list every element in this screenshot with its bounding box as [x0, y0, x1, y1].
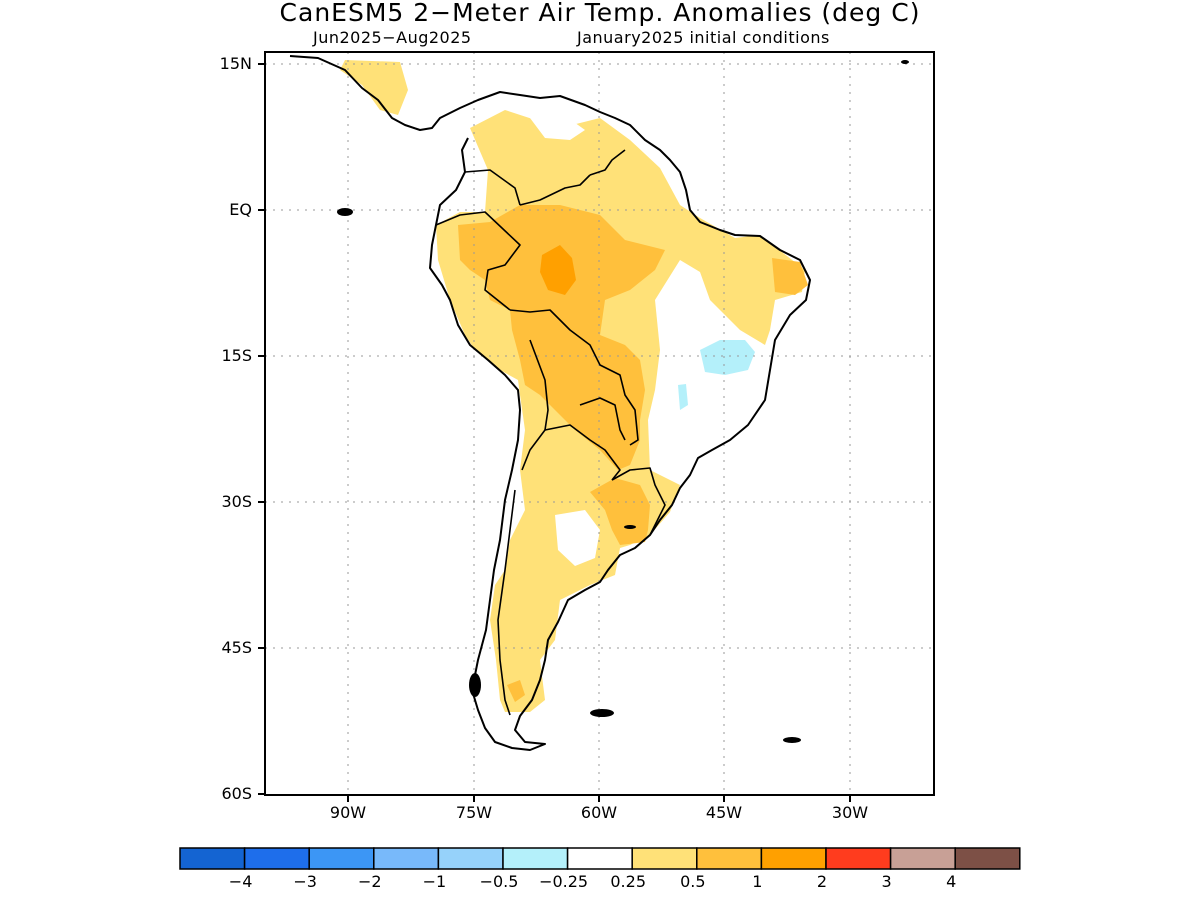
lon-label-30w: 30W [831, 803, 869, 822]
lat-label-15n: 15N [219, 54, 252, 73]
colorbar-label: 1 [752, 872, 763, 891]
colorbar [179, 847, 1021, 870]
shade-cool-brazil-2 [678, 384, 688, 410]
forecast-period: Jun2025−Aug2025 [313, 28, 472, 47]
shade-0.5-1-ne-brazil [772, 258, 808, 295]
colorbar-label: −3 [293, 872, 317, 891]
colorbar-swatch [502, 847, 569, 870]
shade-1-2-core [540, 245, 576, 295]
lon-label-90w: 90W [329, 803, 367, 822]
colorbar-swatch [243, 847, 310, 870]
coastline [289, 55, 811, 751]
colorbar-label: 2 [816, 872, 828, 891]
colorbar-swatch [889, 847, 956, 870]
shade-cool-brazil [700, 340, 755, 375]
anomaly-field [340, 60, 808, 712]
shade-neutral-guiana [530, 112, 585, 140]
colorbar-swatch [631, 847, 698, 870]
shade-0.5-1-patagonia [507, 680, 525, 702]
lat-label-45s: 45S [221, 638, 252, 657]
colorbar-swatch [825, 847, 892, 870]
colorbar-swatch [308, 847, 375, 870]
colorbar-label: −4 [228, 872, 253, 891]
colorbar-swatch [954, 847, 1021, 870]
colorbar-swatch [373, 847, 440, 870]
lat-label-15s: 15S [221, 346, 252, 365]
colorbar-swatch [179, 847, 246, 870]
shade-0.5-1-uruguay [590, 478, 650, 545]
colorbar-label: −1 [422, 872, 447, 891]
colorbar-label: 3 [881, 872, 892, 891]
colorbar-swatch [696, 847, 763, 870]
colorbar-label: 0.25 [610, 872, 646, 891]
map-title: CanESM5 2−Meter Air Temp. Anomalies (deg… [279, 0, 921, 27]
lat-label-eq: EQ [229, 200, 252, 219]
colorbar-label: 4 [946, 872, 957, 891]
shade-neutral-argentina [555, 510, 600, 566]
islands [337, 60, 909, 743]
colorbar-label: −0.25 [539, 872, 589, 891]
lon-label-60w: 60W [580, 803, 618, 822]
colorbar-label: −2 [358, 872, 382, 891]
lon-label-75w: 75W [455, 803, 493, 822]
initial-conditions: January2025 initial conditions [577, 28, 830, 47]
axis-ticks [258, 63, 851, 802]
colorbar-label: 0.5 [680, 872, 706, 891]
lon-label-45w: 45W [705, 803, 743, 822]
lat-label-30s: 30S [221, 492, 252, 511]
lat-label-60s: 60S [221, 784, 252, 803]
country-borders [435, 149, 666, 716]
colorbar-swatch [437, 847, 504, 870]
colorbar-label: −0.5 [479, 872, 519, 891]
colorbar-swatch [566, 847, 633, 870]
shade-0.25-0.5-coast [340, 60, 408, 115]
colorbar-swatch [760, 847, 827, 870]
